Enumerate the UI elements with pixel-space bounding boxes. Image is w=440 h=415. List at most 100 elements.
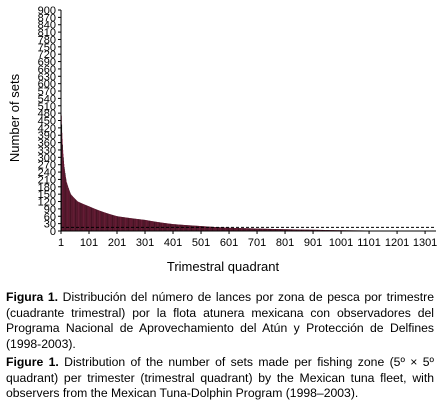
bar (97, 210, 99, 231)
bar (142, 219, 143, 231)
bar (114, 215, 115, 231)
bar (243, 228, 245, 231)
bar (146, 220, 148, 231)
bar (216, 227, 217, 231)
bar (305, 229, 307, 231)
bar (196, 225, 198, 231)
bar (121, 216, 123, 231)
bar (81, 203, 82, 231)
y-tick-label: 480 (38, 108, 56, 120)
bar (168, 223, 170, 231)
bar (150, 220, 152, 231)
y-tick-label: 330 (38, 145, 56, 157)
bar (78, 201, 79, 231)
bar (104, 212, 105, 231)
bar (284, 229, 285, 231)
bar (189, 225, 191, 231)
bar (180, 224, 181, 231)
bar (127, 217, 129, 231)
bar (313, 229, 315, 231)
bar (263, 228, 264, 231)
bar (298, 229, 299, 231)
bar (111, 214, 112, 231)
bar (78, 202, 80, 231)
bar (317, 229, 319, 231)
bar (106, 213, 108, 231)
bar (308, 229, 309, 231)
bar (300, 229, 302, 231)
bar (180, 224, 182, 231)
bar (295, 229, 297, 231)
bar (229, 227, 231, 231)
bar (227, 227, 229, 231)
bar (276, 229, 278, 231)
bar (223, 227, 225, 231)
bar (282, 229, 284, 231)
bar (104, 212, 105, 231)
bar (150, 220, 151, 231)
bar (152, 221, 154, 231)
bar (279, 229, 280, 231)
bar (128, 217, 130, 231)
bar (302, 229, 304, 231)
bar (228, 227, 230, 231)
bar (134, 218, 136, 231)
bar (133, 218, 134, 231)
bar (77, 201, 78, 231)
bar (164, 223, 166, 231)
bar (108, 213, 110, 231)
bar (222, 227, 224, 231)
bar (312, 229, 314, 231)
bar (297, 229, 298, 231)
bar (291, 229, 292, 231)
bar (255, 228, 256, 231)
bar (255, 228, 256, 231)
bar (157, 222, 159, 231)
bar (280, 229, 281, 231)
bar (200, 226, 201, 231)
bar (72, 196, 73, 231)
bar (122, 217, 124, 231)
bar (143, 219, 145, 231)
bar (299, 229, 301, 231)
bar (315, 229, 317, 231)
bar (267, 228, 268, 231)
bar (110, 214, 111, 231)
bar (143, 219, 144, 231)
bar (285, 229, 286, 231)
bar (132, 218, 133, 231)
bar (107, 213, 108, 231)
bar (137, 219, 138, 231)
bar (211, 226, 212, 231)
y-tick-label: 690 (38, 57, 56, 69)
bar (262, 228, 263, 231)
bar (259, 228, 260, 231)
bar (245, 228, 246, 231)
y-tick-label: 90 (44, 204, 56, 216)
bar (164, 223, 166, 231)
y-tick-label: 540 (38, 93, 56, 105)
bar (233, 227, 234, 231)
bar (83, 204, 85, 231)
bar (80, 202, 81, 231)
bar (87, 205, 88, 231)
bar (270, 228, 271, 231)
bar (266, 228, 267, 231)
bar (132, 218, 133, 231)
bar (276, 229, 277, 231)
y-tick-label: 390 (38, 130, 56, 142)
bar (160, 222, 161, 231)
bar (303, 229, 304, 231)
bar (230, 227, 232, 231)
bar (146, 220, 147, 231)
bar (158, 222, 159, 231)
bar (210, 226, 211, 231)
bar (124, 217, 126, 231)
x-tick-label: 601 (220, 237, 238, 249)
bar (121, 216, 122, 231)
bar (301, 229, 302, 231)
bar (237, 228, 238, 231)
bar (91, 207, 92, 231)
bar (96, 209, 97, 231)
bar (103, 212, 105, 231)
